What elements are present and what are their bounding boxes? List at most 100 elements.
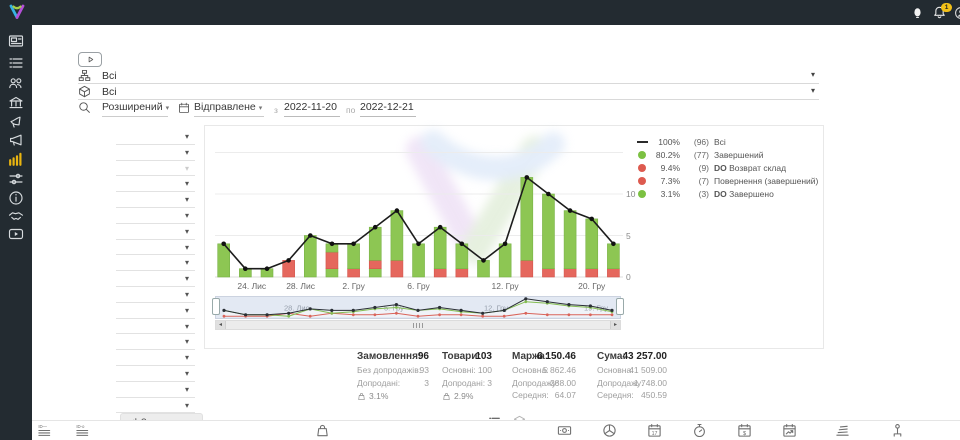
- legend-item-3[interactable]: 9.4% (9) DO Возврат склад: [635, 161, 818, 174]
- stats-row: Допродані: 3: [442, 377, 492, 388]
- sidebar-item-video[interactable]: [8, 226, 24, 242]
- sidebar-item-partners[interactable]: [8, 208, 24, 224]
- package-icon: [78, 85, 91, 98]
- chevron-down-icon: ▾: [184, 195, 189, 205]
- navigator-scrollbar[interactable]: ◂ ▸: [215, 320, 621, 330]
- stats-row: Основні: 100: [442, 365, 492, 375]
- stats-column-2: Товари: 103 Основні: 100 Допродані: 3 2.9%: [442, 351, 492, 402]
- svg-text:2. Гру: 2. Гру: [342, 281, 365, 291]
- stats-row: Основна: 41 509.00: [597, 365, 667, 375]
- navigator-left-handle[interactable]: [212, 298, 220, 315]
- scroll-left-arrow[interactable]: ◂: [216, 321, 226, 329]
- sidebar-item-settings[interactable]: [8, 171, 24, 187]
- sidebar-item-info[interactable]: [8, 190, 24, 206]
- layers-icon[interactable]: [835, 423, 851, 439]
- video-help-button[interactable]: [78, 52, 102, 67]
- stats-row: Допродані: 3: [357, 377, 429, 388]
- filter-select-15[interactable]: ▾: [116, 350, 195, 366]
- sidebar-item-customers[interactable]: [8, 75, 24, 91]
- legend-item-1[interactable]: 100% (96) Всі: [635, 135, 818, 148]
- hierarchy-icon[interactable]: [890, 423, 906, 439]
- filter-select-17[interactable]: ▾: [116, 382, 195, 398]
- svg-text:ID—: ID—: [38, 424, 47, 429]
- chevron-down-icon: ▾: [810, 70, 815, 79]
- search-mode-select[interactable]: Розширений ▾: [102, 101, 169, 117]
- group-select-value: Всі: [102, 70, 117, 82]
- legend-item-4[interactable]: 7.3% (7) Повернення (завершений): [635, 174, 818, 187]
- stats-column-1: Замовлення: 96 Без допродажів: 93 Допродані:…: [357, 351, 429, 402]
- legend-item-2[interactable]: 80.2% (77) Завершений: [635, 148, 818, 161]
- filter-select-18[interactable]: ▾: [116, 398, 195, 414]
- bag-icon[interactable]: [315, 423, 331, 439]
- scrollbar-handle[interactable]: [413, 322, 423, 328]
- sphere-icon[interactable]: [602, 423, 618, 439]
- filter-select-14[interactable]: ▾: [116, 334, 195, 351]
- sidebar-item-finance[interactable]: [8, 95, 24, 111]
- id-list-icon[interactable]: ID—: [37, 423, 53, 439]
- filter-select-11[interactable]: ▾: [116, 287, 195, 303]
- sidebar-item-panel[interactable]: [8, 33, 24, 49]
- filter-select-7[interactable]: ▾: [116, 224, 195, 240]
- sidebar-item-statistics[interactable]: [8, 151, 24, 167]
- chevron-down-icon: ▾: [184, 321, 189, 331]
- dot-marker: [638, 189, 646, 198]
- filter-select-6[interactable]: ▾: [116, 208, 195, 224]
- avatar[interactable]: [954, 6, 960, 20]
- filter-select-2[interactable]: ▾: [116, 145, 195, 161]
- chart-card: 24. Лис 28. Лис 2. Гру 6. Гру 12. Гру 20. Гру…: [204, 125, 824, 349]
- filter-select-9[interactable]: ▾: [116, 255, 195, 272]
- chevron-down-icon: ▾: [184, 305, 189, 315]
- filter-select-1[interactable]: ▾: [116, 129, 195, 145]
- upsell-percent: 2.9%: [442, 390, 492, 402]
- filter-panel: ▾▾▾▾▾▾▾▾▾▾▾▾▾▾▾▾▾▾▾: [116, 129, 195, 430]
- id-list-alt-icon[interactable]: ID-o: [75, 423, 91, 439]
- stats-title: Замовлення: 96: [357, 351, 429, 362]
- assistant-icon[interactable]: [912, 6, 923, 20]
- calendar-icon: [178, 102, 190, 114]
- date-field-select[interactable]: Відправлене ▾: [194, 101, 264, 117]
- svg-text:20. Гру: 20. Гру: [578, 281, 606, 291]
- filter-select-12[interactable]: ▾: [116, 303, 195, 319]
- filter-select-5[interactable]: ▾: [116, 192, 195, 208]
- filter-select-10[interactable]: ▾: [116, 271, 195, 287]
- chevron-down-icon: ▾: [184, 226, 189, 236]
- chevron-down-icon: ▾: [184, 289, 189, 299]
- filter-select-4[interactable]: ▾: [116, 176, 195, 193]
- chevron-down-icon: ▾: [184, 163, 189, 173]
- legend-item-5[interactable]: 3.1% (3) DO Завершено: [635, 187, 818, 200]
- sidebar-item-promotions[interactable]: [8, 113, 24, 129]
- chart-legend: 100% (96) Всі 80.2% (77) Завершений 9.4% (9) DO …: [635, 135, 818, 200]
- filter-select-13[interactable]: ▾: [116, 319, 195, 335]
- group-select[interactable]: Всі ▾: [78, 69, 819, 84]
- chart-plot[interactable]: 24. Лис 28. Лис 2. Гру 6. Гру 12. Гру 20. Гру: [215, 132, 623, 292]
- scroll-right-arrow[interactable]: ▸: [610, 321, 620, 329]
- filter-select-3[interactable]: ▾: [116, 161, 195, 177]
- y-axis-tick: 10: [626, 189, 636, 199]
- timer-icon[interactable]: [692, 423, 708, 439]
- svg-text:28. Лис: 28. Лис: [286, 281, 316, 291]
- product-select[interactable]: Всі ▾: [78, 85, 819, 100]
- chevron-down-icon: ▾: [810, 85, 815, 95]
- date-to-input[interactable]: 2022-12-21: [360, 101, 416, 117]
- chevron-down-icon: ▾: [184, 258, 189, 268]
- y-axis-tick: 5: [626, 230, 631, 241]
- svg-text:6. Гру: 6. Гру: [407, 281, 430, 291]
- money-icon[interactable]: [557, 423, 573, 439]
- filter-select-16[interactable]: ▾: [116, 366, 195, 382]
- sidebar-item-announcements[interactable]: [8, 132, 24, 148]
- filter-select-8[interactable]: ▾: [116, 240, 195, 256]
- chart-navigator[interactable]: 28. Лис 5. Гру 12. Гру 19. Гру: [215, 296, 621, 319]
- stats-row: Середня: 64.07: [512, 390, 576, 400]
- main-area: Всі ▾ Всі ▾ Розширений ▾ Відправлене ▾ з 2…: [32, 25, 960, 440]
- bottom-toolbar: ID— ID-o 17 $: [32, 420, 960, 440]
- navigator-right-handle[interactable]: [616, 298, 624, 315]
- brand-logo-icon[interactable]: [7, 3, 27, 22]
- calendar-date-icon[interactable]: 17: [647, 423, 663, 439]
- svg-text:28. Лис: 28. Лис: [284, 304, 310, 313]
- date-from-input[interactable]: 2022-11-20: [284, 101, 340, 117]
- calendar-report-icon[interactable]: [782, 423, 798, 439]
- calendar-money-icon[interactable]: $: [737, 423, 753, 439]
- stats-row: Допродажу: 288.00: [512, 377, 576, 388]
- sidebar-item-orders[interactable]: [8, 55, 24, 71]
- chevron-down-icon: ▾: [184, 353, 189, 363]
